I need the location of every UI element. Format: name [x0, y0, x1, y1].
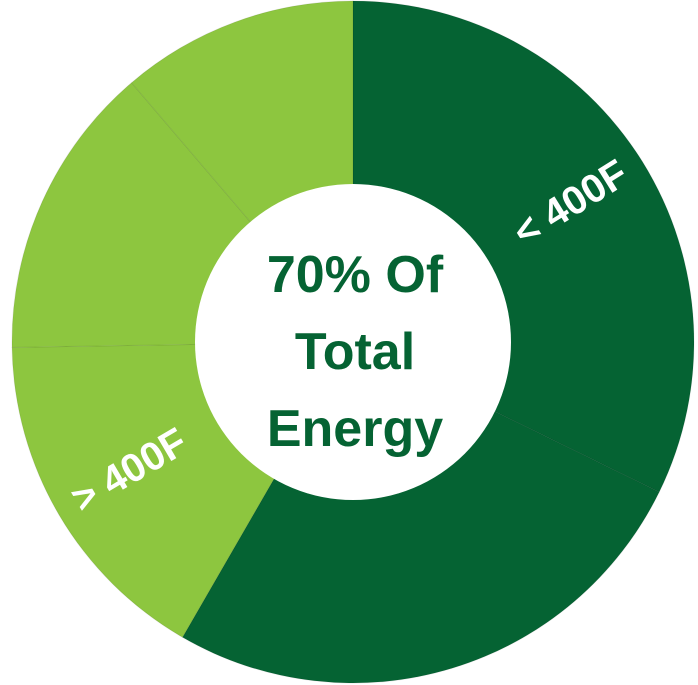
- center-line-2: Total: [295, 323, 415, 381]
- center-line-1: 70% Of: [267, 246, 444, 304]
- pie-slice-2: [181, 341, 660, 684]
- center-line-3: Energy: [267, 400, 443, 458]
- center-text: 70% Of Total Energy: [267, 246, 444, 458]
- donut-hole: [195, 184, 511, 500]
